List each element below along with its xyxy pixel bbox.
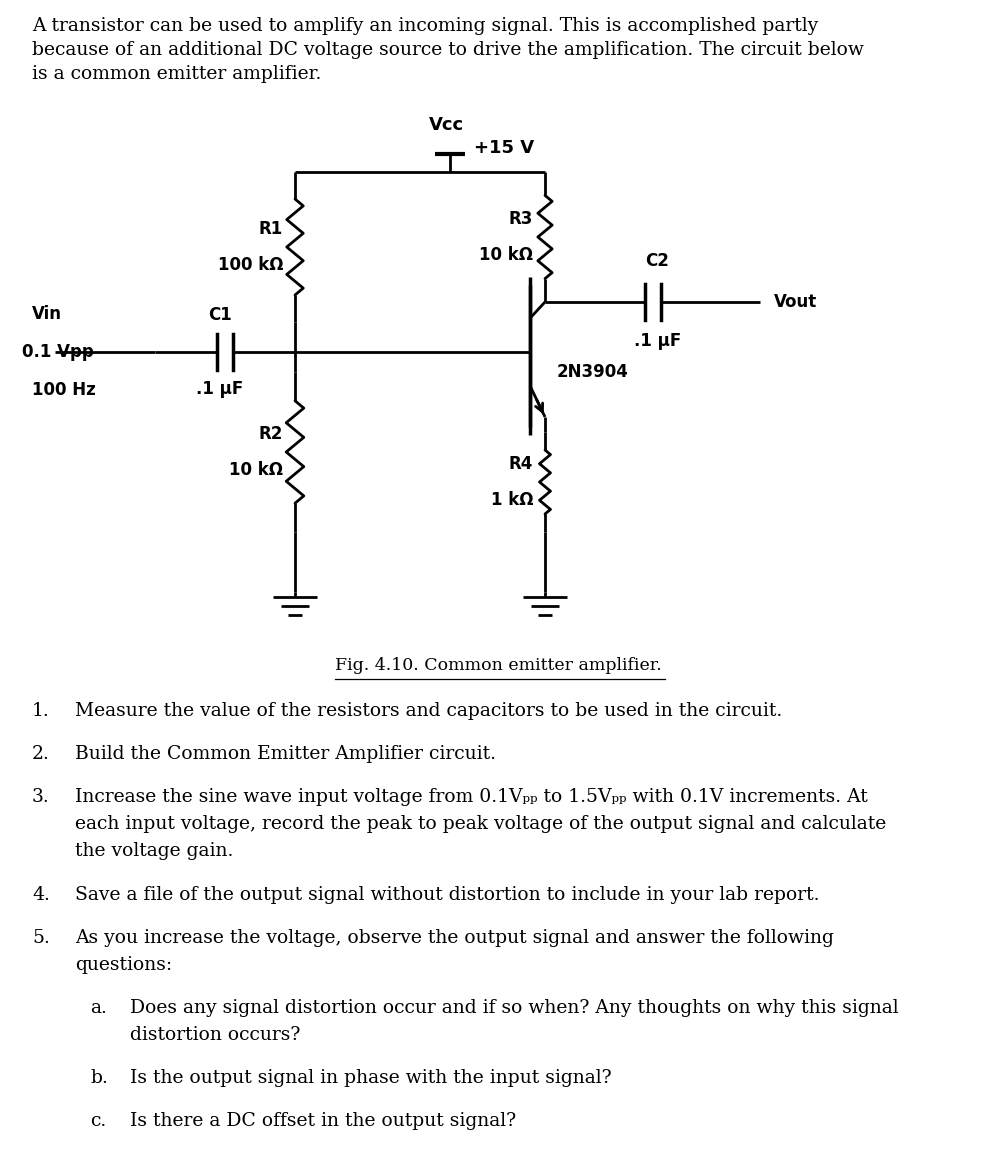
Text: R1: R1 <box>259 220 283 238</box>
Text: C2: C2 <box>646 252 669 270</box>
Text: +15 V: +15 V <box>474 139 534 157</box>
Text: 2.: 2. <box>32 745 50 763</box>
Text: C1: C1 <box>208 306 232 323</box>
Text: each input voltage, record the peak to peak voltage of the output signal and cal: each input voltage, record the peak to p… <box>75 816 886 833</box>
Text: is a common emitter amplifier.: is a common emitter amplifier. <box>32 64 321 83</box>
Text: Is there a DC offset in the output signal?: Is there a DC offset in the output signa… <box>130 1112 516 1131</box>
Text: Save a file of the output signal without distortion to include in your lab repor: Save a file of the output signal without… <box>75 886 820 904</box>
Text: because of an additional DC voltage source to drive the amplification. The circu: because of an additional DC voltage sour… <box>32 41 863 59</box>
Text: Is the output signal in phase with the input signal?: Is the output signal in phase with the i… <box>130 1069 611 1088</box>
Text: Fig. 4.10. Common emitter amplifier.: Fig. 4.10. Common emitter amplifier. <box>335 657 661 674</box>
Text: b.: b. <box>90 1069 108 1088</box>
Text: 0.1 Vpp: 0.1 Vpp <box>22 343 94 361</box>
Text: questions:: questions: <box>75 956 172 974</box>
Text: Increase the sine wave input voltage from 0.1Vₚₚ to 1.5Vₚₚ with 0.1V increments.: Increase the sine wave input voltage fro… <box>75 789 867 806</box>
Text: a.: a. <box>90 999 107 1017</box>
Text: 100 Hz: 100 Hz <box>32 381 96 398</box>
Text: 10 kΩ: 10 kΩ <box>479 246 533 264</box>
Text: distortion occurs?: distortion occurs? <box>130 1026 300 1044</box>
Text: c.: c. <box>90 1112 107 1131</box>
Text: 2N3904: 2N3904 <box>557 363 629 381</box>
Text: 5.: 5. <box>32 928 50 947</box>
Text: 1.: 1. <box>32 702 50 720</box>
Text: As you increase the voltage, observe the output signal and answer the following: As you increase the voltage, observe the… <box>75 928 833 947</box>
Text: Does any signal distortion occur and if so when? Any thoughts on why this signal: Does any signal distortion occur and if … <box>130 999 898 1017</box>
Text: R4: R4 <box>508 455 533 473</box>
Text: 4.: 4. <box>32 886 50 904</box>
Text: R3: R3 <box>508 210 533 229</box>
Text: 100 kΩ: 100 kΩ <box>217 255 283 274</box>
Text: R2: R2 <box>258 425 283 443</box>
Text: Build the Common Emitter Amplifier circuit.: Build the Common Emitter Amplifier circu… <box>75 745 496 763</box>
Text: Vin: Vin <box>32 305 62 323</box>
Text: .1 μF: .1 μF <box>196 380 243 398</box>
Text: the voltage gain.: the voltage gain. <box>75 843 233 860</box>
Text: .1 μF: .1 μF <box>634 332 681 350</box>
Text: Vout: Vout <box>774 293 818 311</box>
Text: 3.: 3. <box>32 789 50 806</box>
Text: 10 kΩ: 10 kΩ <box>229 461 283 479</box>
Text: Measure the value of the resistors and capacitors to be used in the circuit.: Measure the value of the resistors and c… <box>75 702 783 720</box>
Text: 1 kΩ: 1 kΩ <box>491 491 533 509</box>
Text: Vcc: Vcc <box>429 116 464 134</box>
Text: A transistor can be used to amplify an incoming signal. This is accomplished par: A transistor can be used to amplify an i… <box>32 18 819 35</box>
